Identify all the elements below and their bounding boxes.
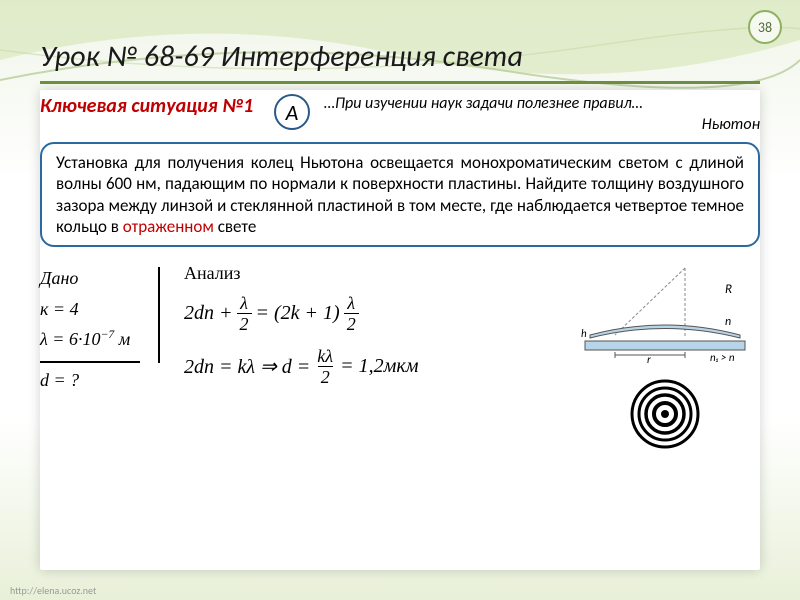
label-r: r [647,353,651,363]
eq2-result: = 1,2мкм [340,355,418,378]
level-letter: А [274,94,310,130]
given-lambda-prefix: λ = 6·10 [40,329,100,349]
given-lambda-unit: м [114,329,130,349]
quote-block: …При изучении наук задачи полезнее прави… [324,94,760,134]
lesson-title: Урок № 68-69 Интерференция света [40,38,760,84]
newton-rings-icon [630,379,700,449]
eq1-mid: = (2k + 1) [256,302,340,325]
problem-statement: Установка для получения колец Ньютона ос… [40,142,760,247]
slide-content: Урок № 68-69 Интерференция света Ключева… [0,0,800,469]
label-h: h [581,327,587,340]
given-block: Дано к = 4 λ = 6·10−7 м d = ? [40,263,160,395]
eq1-frac1: λ 2 [237,294,252,333]
equation-2: 2dn = kλ ⇒ d = kλ 2 = 1,2мкм [184,347,546,386]
eq1-f2n: λ [344,294,358,313]
label-R: R [725,282,732,297]
eq2-frac: kλ 2 [314,347,336,386]
problem-highlight: отраженном [123,216,214,237]
analysis-block: Анализ 2dn + λ 2 = (2k + 1) λ 2 2dn = kλ… [184,263,546,400]
eq1-frac2: λ 2 [344,294,359,333]
quote-text: …При изучении наук задачи полезнее прави… [324,94,760,113]
page-number: 38 [748,10,782,44]
label-n1: n₁ > n [710,351,735,363]
given-lambda-exp: −7 [100,328,114,341]
quote-author: Ньютон [324,115,760,134]
lens-diagram: R n h r n₁ > n [575,263,755,363]
label-n: n [725,315,731,329]
header-row: Ключевая ситуация №1 А …При изучении нау… [40,94,760,134]
given-lambda: λ = 6·10−7 м [40,324,148,355]
given-k: к = 4 [40,294,148,325]
eq2-fn: kλ [314,347,336,366]
watermark: http://elena.ucoz.net [10,584,96,597]
eq1-f1d: 2 [237,313,252,333]
eq2-lhs: 2dn = kλ ⇒ d = [184,354,310,379]
given-divider [158,267,160,363]
given-find: d = ? [40,365,148,396]
given-hr [40,361,140,363]
diagram-block: R n h r n₁ > n [570,263,760,449]
key-situation-label: Ключевая ситуация №1 [40,94,260,118]
given-heading: Дано [40,263,148,294]
solution-area: Дано к = 4 λ = 6·10−7 м d = ? Анализ 2dn… [40,263,760,449]
problem-text-2: свете [214,216,256,237]
eq2-fd: 2 [318,366,333,386]
eq1-lhs: 2dn + [184,302,233,325]
eq1-f2d: 2 [344,313,359,333]
eq1-f1n: λ [237,294,251,313]
analysis-heading: Анализ [184,263,546,284]
equation-1: 2dn + λ 2 = (2k + 1) λ 2 [184,294,546,333]
